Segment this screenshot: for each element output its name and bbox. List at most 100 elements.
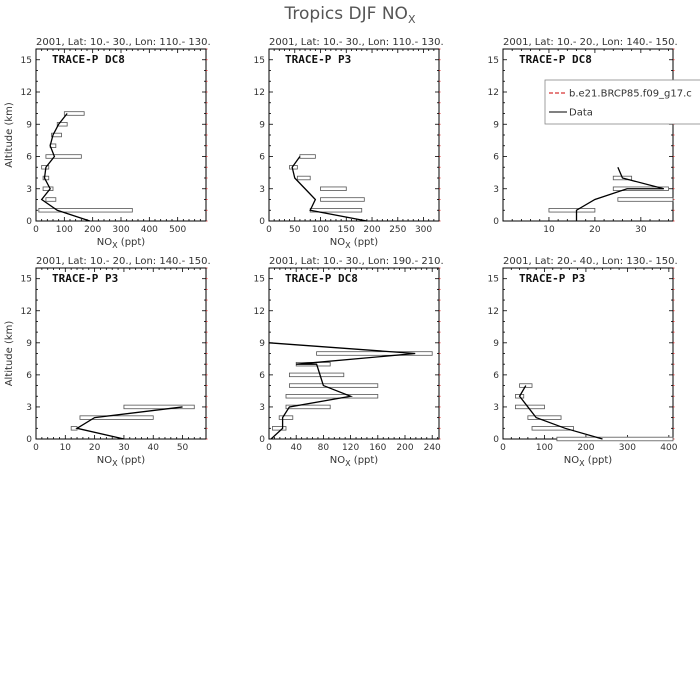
range-box [296, 175, 311, 181]
x-tick-label: 200 [577, 443, 594, 453]
y-tick-label: 9 [259, 120, 265, 130]
y-axis-label: Altitude (km) [4, 102, 15, 168]
y-tick-label: 12 [488, 88, 499, 98]
x-axis-label: NOX (ppt) [97, 455, 146, 468]
range-box [531, 426, 574, 431]
x-tick-label: 100 [536, 443, 553, 453]
plot-frame [268, 48, 440, 222]
x-tick-label: 0 [33, 225, 39, 235]
plot-frame [502, 267, 674, 440]
x-axis-label-base: NO [97, 237, 112, 248]
panel-label: TRACE-P DC8 [519, 53, 592, 66]
y-tick-label: 15 [21, 275, 32, 285]
x-tick-label: 40 [148, 443, 160, 453]
panel-label: TRACE-P DC8 [285, 272, 358, 285]
x-tick-label: 0 [266, 225, 272, 235]
y-tick-label: 6 [493, 371, 499, 381]
range-box [556, 436, 674, 442]
x-tick-label: 40 [290, 443, 302, 453]
range-box [515, 404, 545, 410]
y-tick-label: 15 [488, 56, 499, 66]
plot-frame [35, 267, 207, 440]
x-axis-label-sub: X [345, 241, 351, 250]
chart-panel-6: 2001, Lat: 20.- 40., Lon: 130.- 150. 0 3 6 9… [488, 256, 678, 468]
range-box [51, 132, 62, 138]
range-box [56, 122, 68, 127]
x-tick-label: 500 [169, 225, 186, 235]
x-axis-label-base: NO [564, 455, 579, 466]
chart-panel-5: 2001, Lat: 10.- 30., Lon: 190.- 210. 0 3 6 9… [254, 256, 444, 468]
x-tick-label: 20 [89, 443, 101, 453]
range-box [285, 404, 331, 410]
x-tick-label: 240 [424, 443, 441, 453]
range-box [288, 372, 345, 378]
range-box [320, 197, 365, 202]
y-tick-label: 15 [254, 275, 265, 285]
x-axis-label: NOX (ppt) [330, 237, 379, 250]
range-box [278, 415, 294, 420]
x-axis-label-base: NO [330, 455, 345, 466]
panel-subtitle: 2001, Lat: 10.- 30., Lon: 110.- 130. [36, 37, 211, 48]
y-tick-label: 3 [26, 185, 32, 195]
panel-subtitle: 2001, Lat: 10.- 30., Lon: 190.- 210. [269, 256, 444, 267]
x-axis-label-unit: (ppt) [351, 455, 379, 466]
x-tick-label: 80 [318, 443, 330, 453]
panel-label: TRACE-P P3 [519, 272, 585, 285]
panel-subtitle: 2001, Lat: 10.- 20., Lon: 140.- 150. [503, 37, 678, 48]
y-tick-label: 0 [493, 435, 499, 445]
x-axis-label-unit: (ppt) [118, 455, 146, 466]
x-axis-label-sub: X [345, 459, 351, 468]
y-tick-label: 0 [26, 435, 32, 445]
x-tick-label: 200 [84, 225, 101, 235]
legend-label: b.e21.BRCP85.f09_g17.c [569, 89, 692, 100]
legend: b.e21.BRCP85.f09_g17.c Data [544, 79, 700, 125]
range-box [79, 415, 154, 420]
y-tick-label: 12 [488, 307, 499, 317]
y-tick-label: 6 [26, 153, 32, 163]
y-tick-label: 15 [488, 275, 499, 285]
range-box [320, 186, 347, 191]
y-tick-label: 3 [259, 185, 265, 195]
y-tick-label: 0 [259, 435, 265, 445]
x-axis-label: NOX (ppt) [330, 455, 379, 468]
y-tick-label: 9 [493, 339, 499, 349]
chart-panel-1: 2001, Lat: 10.- 30., Lon: 110.- 130. 0 3 6 9… [4, 37, 211, 250]
range-box [123, 404, 195, 410]
range-box [271, 426, 287, 431]
x-axis-label-unit: (ppt) [351, 237, 379, 248]
y-tick-label: 9 [259, 339, 265, 349]
panel-label: TRACE-P DC8 [52, 53, 125, 66]
y-tick-label: 12 [254, 88, 265, 98]
range-box [316, 351, 433, 356]
panels-group: 2001, Lat: 10.- 30., Lon: 110.- 130. 0 3 6 9… [4, 37, 700, 468]
y-tick-label: 6 [26, 371, 32, 381]
range-box [299, 154, 316, 159]
panel-subtitle: 2001, Lat: 10.- 30., Lon: 110.- 130. [269, 37, 444, 48]
x-tick-label: 0 [500, 443, 506, 453]
x-tick-label: 100 [56, 225, 73, 235]
x-axis-label-unit: (ppt) [118, 237, 146, 248]
x-tick-label: 250 [389, 225, 406, 235]
panel-label: TRACE-P P3 [285, 53, 351, 66]
panel-label: TRACE-P P3 [52, 272, 118, 285]
data-line [268, 342, 416, 440]
x-tick-label: 50 [177, 443, 189, 453]
x-tick-label: 300 [415, 225, 432, 235]
x-tick-label: 0 [266, 443, 272, 453]
data-line [40, 113, 91, 222]
range-box [63, 111, 85, 116]
x-tick-label: 300 [619, 443, 636, 453]
panel-subtitle: 2001, Lat: 20.- 40., Lon: 130.- 150. [503, 256, 678, 267]
range-box [45, 154, 82, 159]
range-box [42, 186, 54, 191]
y-tick-label: 12 [254, 307, 265, 317]
y-axis-label: Altitude (km) [4, 321, 15, 387]
x-tick-label: 150 [338, 225, 355, 235]
chart-panel-4: 2001, Lat: 10.- 20., Lon: 140.- 150. 0 3 6 9… [4, 256, 211, 468]
x-tick-label: 200 [396, 443, 413, 453]
figure-title: Tropics DJF NOX [284, 4, 416, 26]
x-tick-label: 100 [312, 225, 329, 235]
range-box [45, 197, 57, 202]
legend-box [544, 79, 700, 125]
